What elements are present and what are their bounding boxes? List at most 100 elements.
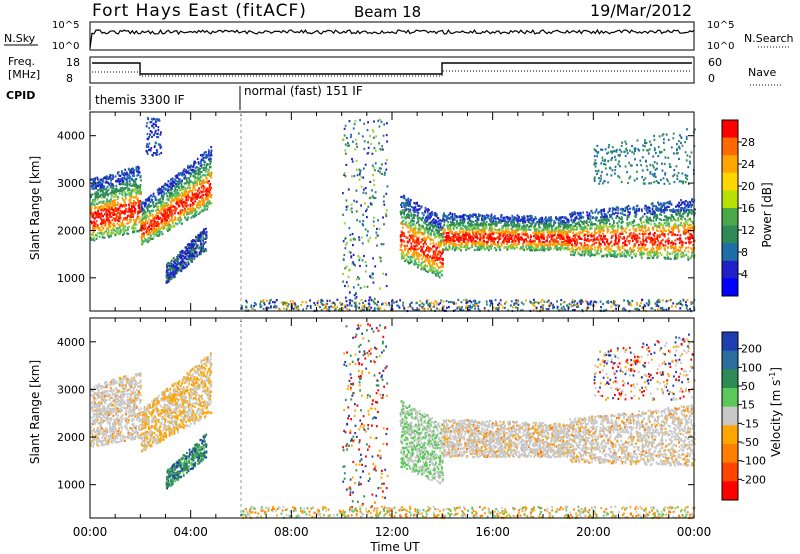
freq-line [92, 62, 692, 75]
range-cell [201, 209, 204, 213]
range-cell [459, 227, 462, 230]
range-cell [193, 161, 196, 164]
range-cell [478, 241, 481, 244]
range-cell [99, 205, 102, 208]
range-cell [418, 207, 421, 211]
range-cell [190, 164, 192, 167]
range-cell [184, 246, 187, 249]
range-cell [202, 239, 204, 242]
range-cell [162, 190, 165, 193]
range-cell [148, 195, 151, 198]
range-cell [516, 222, 519, 225]
range-cell [199, 164, 202, 167]
range-cell [138, 166, 141, 169]
range-cell [107, 194, 109, 197]
range-cell [165, 221, 168, 224]
range-cell [435, 235, 438, 238]
range-cell [557, 229, 560, 232]
range-cell [108, 209, 111, 212]
range-cell [179, 189, 181, 192]
range-cell [180, 267, 183, 270]
range-cell [504, 224, 507, 227]
range-cell [200, 249, 203, 252]
range-cell [471, 242, 474, 245]
range-cell [169, 194, 172, 198]
range-cell [172, 268, 174, 271]
range-cell [401, 226, 404, 229]
range-cell [101, 225, 103, 228]
range-cell [415, 254, 418, 257]
range-cell [413, 244, 415, 247]
range-cell [562, 231, 565, 234]
range-cell [417, 228, 420, 231]
range-cell [553, 247, 556, 250]
range-cell [179, 254, 182, 257]
range-cell [431, 256, 434, 260]
range-cell [181, 195, 183, 198]
range-cell [111, 190, 113, 193]
range-cell [430, 260, 433, 263]
range-cell [189, 187, 191, 190]
range-cell [168, 214, 171, 217]
range-cell [198, 253, 201, 256]
range-cell [154, 198, 157, 201]
range-cell [208, 192, 211, 195]
range-cell [142, 228, 145, 231]
range-cell [484, 226, 486, 229]
range-cell [437, 226, 440, 229]
range-cell [407, 212, 409, 216]
range-cell [482, 247, 484, 250]
range-cell [450, 236, 453, 239]
range-cell [439, 266, 441, 269]
range-cell [196, 202, 199, 205]
range-cell [522, 233, 525, 236]
range-cell [464, 225, 466, 228]
range-cell [165, 183, 167, 186]
range-cell [100, 229, 103, 232]
range-cell [399, 248, 402, 251]
range-cell [437, 266, 440, 269]
range-cell [199, 211, 202, 214]
range-cell [150, 238, 153, 241]
range-cell [407, 241, 409, 244]
range-cell [95, 211, 98, 215]
range-cell [452, 226, 455, 229]
range-cell [426, 219, 428, 222]
range-cell [414, 214, 416, 217]
range-cell [205, 203, 208, 206]
range-cell [431, 259, 434, 263]
range-cell [442, 258, 444, 262]
range-cell [155, 142, 157, 145]
range-cell [184, 174, 187, 177]
range-cell [98, 226, 101, 229]
range-cell [548, 243, 551, 246]
range-cell [429, 255, 432, 258]
range-cell [98, 188, 101, 191]
range-cell [163, 226, 166, 230]
range-cell [442, 217, 445, 221]
range-cell [417, 232, 420, 235]
range-cell [92, 178, 95, 181]
range-cell [168, 226, 171, 229]
range-cell [191, 181, 194, 184]
range-cell [98, 206, 100, 209]
range-cell [432, 238, 434, 241]
range-cell [170, 197, 173, 200]
range-cell [546, 236, 549, 239]
range-cell [494, 247, 497, 251]
range-cell [415, 263, 418, 266]
range-cell [146, 241, 149, 244]
range-cell [547, 224, 550, 227]
range-cell [112, 202, 115, 206]
range-cell [175, 208, 177, 211]
range-cell [195, 251, 198, 254]
range-cell [436, 225, 438, 229]
range-cell [526, 218, 529, 221]
range-cell [200, 242, 202, 245]
range-cell [435, 269, 438, 272]
range-cell [470, 224, 473, 227]
range-cell [208, 202, 210, 205]
range-cell [420, 268, 423, 271]
range-cell [159, 146, 162, 149]
range-cell [417, 243, 420, 246]
